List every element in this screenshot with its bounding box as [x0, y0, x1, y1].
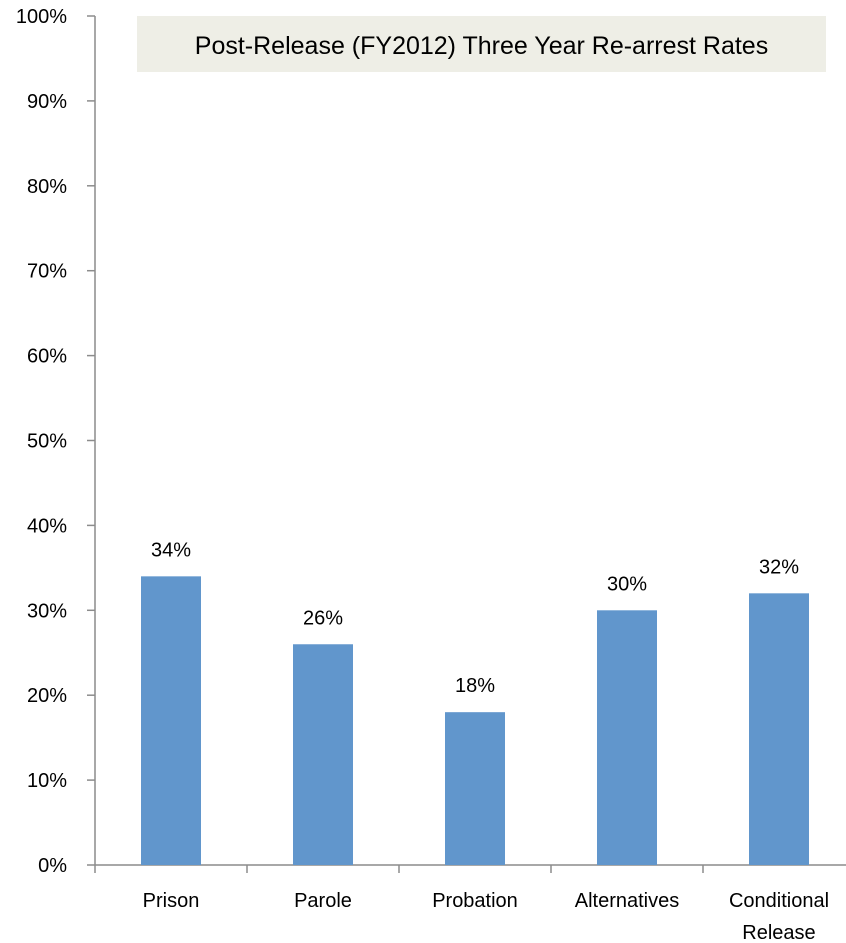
bar-value-label: 34% [151, 539, 191, 561]
bar [749, 593, 809, 865]
x-category-label: Probation [432, 890, 518, 912]
y-tick-label: 40% [27, 515, 67, 537]
y-axis: 0% 10% 20% 30% 40% 50% 60% 70% 80% 90% 100% [16, 6, 96, 877]
y-tick-label: 70% [27, 261, 67, 283]
x-category-label-line: Prison [143, 890, 200, 912]
bar-value-label: 32% [759, 556, 799, 578]
x-category-label-line: Alternatives [575, 890, 680, 912]
bar [597, 610, 657, 865]
y-tick-label: 50% [27, 431, 67, 453]
bar [141, 576, 201, 865]
bar-value-label: 18% [455, 675, 495, 697]
y-tick-label: 30% [27, 600, 67, 622]
y-tick-label: 0% [38, 855, 67, 877]
x-category-label-line: Probation [432, 890, 518, 912]
bar [445, 712, 505, 865]
bars [141, 576, 809, 865]
y-tick-label: 20% [27, 685, 67, 707]
y-tick-label: 90% [27, 91, 67, 113]
bar-value-label: 26% [303, 607, 343, 629]
bar [293, 644, 353, 865]
x-category-label: Parole [294, 890, 352, 912]
x-category-label-line: Parole [294, 890, 352, 912]
x-category-label: Prison [143, 890, 200, 912]
x-category-label: Alternatives [575, 890, 680, 912]
chart-title-box: Post-Release (FY2012) Three Year Re-arre… [137, 16, 826, 72]
y-tick-label: 100% [16, 6, 67, 28]
y-tick-label: 10% [27, 770, 67, 792]
chart-title-background [137, 16, 826, 72]
y-tick-label: 60% [27, 346, 67, 368]
bar-value-label: 30% [607, 573, 647, 595]
y-tick-label: 80% [27, 176, 67, 198]
x-axis: Prison Parole Probation Alternatives Conditi… [94, 864, 846, 943]
x-category-label-line: Release [742, 922, 815, 943]
x-category-label-line: Conditional [729, 890, 829, 912]
x-category-label: Conditional Release [729, 890, 829, 943]
data-labels: 34% 26% 18% 30% 32% [151, 539, 799, 697]
chart-title: Post-Release (FY2012) Three Year Re-arre… [195, 32, 768, 60]
